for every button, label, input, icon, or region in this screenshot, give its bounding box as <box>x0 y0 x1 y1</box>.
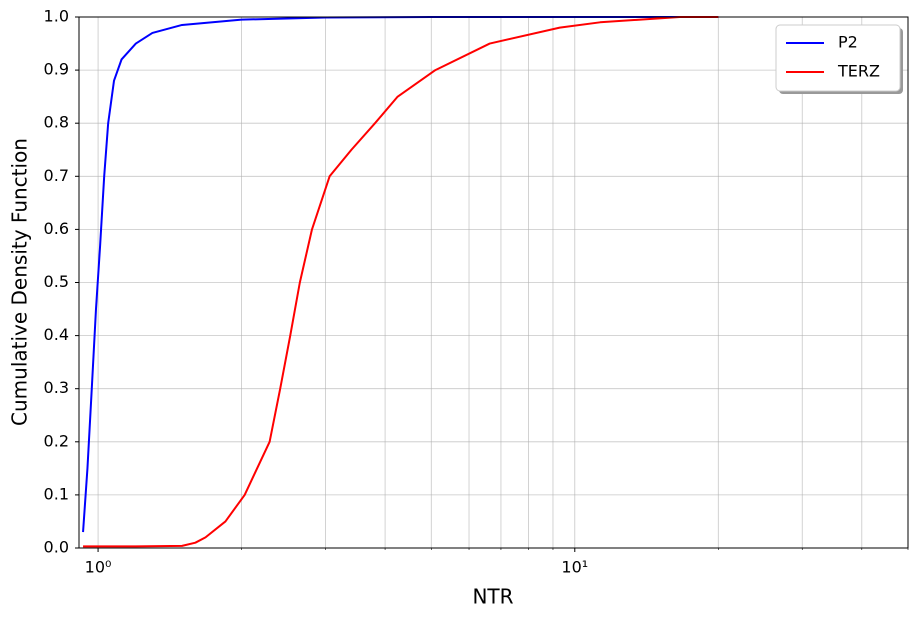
y-tick-label: 0.3 <box>44 378 69 397</box>
plot-frame <box>78 16 909 549</box>
y-tick-label: 0.4 <box>44 325 69 344</box>
legend-label: TERZ <box>837 62 880 81</box>
x-tick-label: 10¹ <box>561 558 588 577</box>
y-tick-label: 0.6 <box>44 219 69 238</box>
y-tick-label: 0.7 <box>44 166 69 185</box>
series-line <box>83 16 719 548</box>
legend-label: P2 <box>838 33 858 52</box>
y-tick-label: 0.0 <box>44 538 69 557</box>
x-tick-label: 10⁰ <box>85 558 112 577</box>
x-axis-label: NTR <box>472 585 513 609</box>
y-axis-label: Cumulative Density Function <box>8 138 32 426</box>
y-tick-label: 0.1 <box>44 484 69 503</box>
y-tick-label: 0.8 <box>44 113 69 132</box>
legend <box>775 24 901 92</box>
y-tick-label: 0.2 <box>44 431 69 450</box>
y-tick-label: 0.5 <box>44 272 69 291</box>
series-line <box>82 16 719 533</box>
y-tick-label: 0.9 <box>44 60 69 79</box>
y-tick-label: 1.0 <box>44 7 69 26</box>
